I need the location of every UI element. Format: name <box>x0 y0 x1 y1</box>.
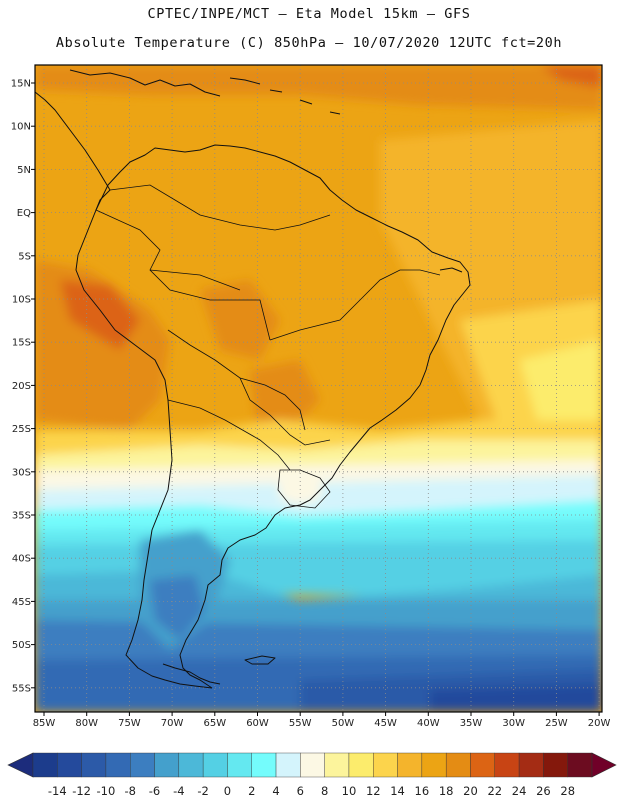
lat-label-55s: 55S <box>12 683 31 694</box>
colorbar-tick-label: 6 <box>297 784 304 798</box>
colorbar-bin <box>202 752 228 778</box>
colorbar-tick-label: 28 <box>560 784 575 798</box>
colorbar-tick-label: 12 <box>366 784 381 798</box>
colorbar-bin <box>300 752 325 778</box>
latitude-labels: 15N 10N 5N EQ 5S 10S 15S 20S 25S 30S 35S 40S 45S 50S 5… <box>11 79 35 694</box>
lat-label-10s: 10S <box>12 295 31 306</box>
colorbar-over-arrow <box>591 752 617 778</box>
colorbar-tick-label: 8 <box>321 784 328 798</box>
colorbar-tick-label: 2 <box>248 784 255 798</box>
lon-label-25w: 25W <box>545 718 568 729</box>
colorbar-tick-label: -6 <box>149 784 160 798</box>
colorbar-tick-labels: -14 -12 -10 -8 -6 -4 -2 0 2 4 6 8 10 12 14 16 18 20 22 24 26… <box>48 784 575 798</box>
colorbar-tick-label: -10 <box>97 784 116 798</box>
colorbar-tick-label: 4 <box>272 784 279 798</box>
lon-label-60w: 60W <box>246 718 269 729</box>
colorbar-tick-label: 14 <box>390 784 405 798</box>
colorbar-bin <box>105 752 131 778</box>
lon-label-55w: 55W <box>289 718 312 729</box>
colorbar-tick-label: 10 <box>342 784 357 798</box>
colorbar-bin <box>348 752 374 778</box>
lat-label-15n: 15N <box>11 79 31 90</box>
colorbar-bin <box>373 752 398 778</box>
title-line-2: Absolute Temperature (C) 850hPa – 10/07/… <box>55 35 563 51</box>
colorbar-tick-label: -12 <box>72 784 91 798</box>
colorbar-tick-label: -4 <box>173 784 184 798</box>
lat-label-15s: 15S <box>12 338 31 349</box>
lat-label-eq: EQ <box>17 208 31 219</box>
colorbar-bin <box>421 752 447 778</box>
colorbar <box>7 752 617 778</box>
lon-label-20w: 20W <box>588 718 611 729</box>
colorbar-tick-label: 18 <box>439 784 454 798</box>
colorbar-bin <box>397 752 423 778</box>
longitude-labels: 85W 80W 75W 70W 65W 60W 55W 50W 45W 40W 35W 30W 25W 2… <box>33 712 611 729</box>
temperature-field <box>35 65 602 712</box>
lat-label-25s: 25S <box>12 424 31 435</box>
lat-label-5s: 5S <box>18 251 31 262</box>
lat-label-40s: 40S <box>12 554 31 565</box>
lon-label-30w: 30W <box>502 718 525 729</box>
lat-label-20s: 20S <box>12 381 31 392</box>
lat-label-5n: 5N <box>17 165 31 176</box>
colorbar-bin <box>251 752 277 778</box>
colorbar-tick-label: 20 <box>463 784 478 798</box>
colorbar-bin <box>324 752 350 778</box>
colorbar-bin <box>178 752 204 778</box>
lon-label-70w: 70W <box>161 718 184 729</box>
lon-label-50w: 50W <box>332 718 355 729</box>
colorbar-tick-label: 0 <box>224 784 231 798</box>
title-line-1: CPTEC/INPE/MCT – Eta Model 15km – GFS <box>147 6 471 22</box>
colorbar-bin <box>154 752 180 778</box>
lat-label-35s: 35S <box>12 511 31 522</box>
lat-label-30s: 30S <box>12 467 31 478</box>
colorbar-bin <box>81 752 107 778</box>
colorbar-tick-label: -2 <box>197 784 208 798</box>
lon-label-85w: 85W <box>33 718 56 729</box>
colorbar-tick-label: 22 <box>487 784 502 798</box>
colorbar-tick-label: 24 <box>512 784 527 798</box>
lat-label-10n: 10N <box>11 122 31 133</box>
lon-label-80w: 80W <box>75 718 98 729</box>
colorbar-tick-label: 16 <box>415 784 430 798</box>
colorbar-tick-label: 26 <box>536 784 551 798</box>
colorbar-bin <box>470 752 495 778</box>
colorbar-bin <box>567 752 593 778</box>
colorbar-bin <box>57 752 82 778</box>
lon-label-45w: 45W <box>374 718 397 729</box>
colorbar-tick-label: -14 <box>48 784 67 798</box>
lat-label-50s: 50S <box>12 640 31 651</box>
colorbar-bin <box>543 752 568 778</box>
country-borders <box>95 184 441 509</box>
lon-label-35w: 35W <box>460 718 483 729</box>
colorbar-bin <box>130 752 155 778</box>
colorbar-bin <box>32 752 58 778</box>
colorbar-bin <box>494 752 520 778</box>
colorbar-bin <box>227 752 252 778</box>
colorbar-bin <box>275 752 301 778</box>
colorbar-bin <box>445 752 471 778</box>
colorbar-bin <box>518 752 544 778</box>
colorbar-tick-label: -8 <box>124 784 135 798</box>
colorbar-under-arrow <box>7 752 34 778</box>
lat-label-45s: 45S <box>12 597 31 608</box>
graticule <box>35 65 602 712</box>
lon-label-75w: 75W <box>118 718 141 729</box>
coastlines <box>35 69 471 689</box>
lon-label-65w: 65W <box>203 718 226 729</box>
map-frame <box>34 64 603 713</box>
lon-label-40w: 40W <box>417 718 440 729</box>
